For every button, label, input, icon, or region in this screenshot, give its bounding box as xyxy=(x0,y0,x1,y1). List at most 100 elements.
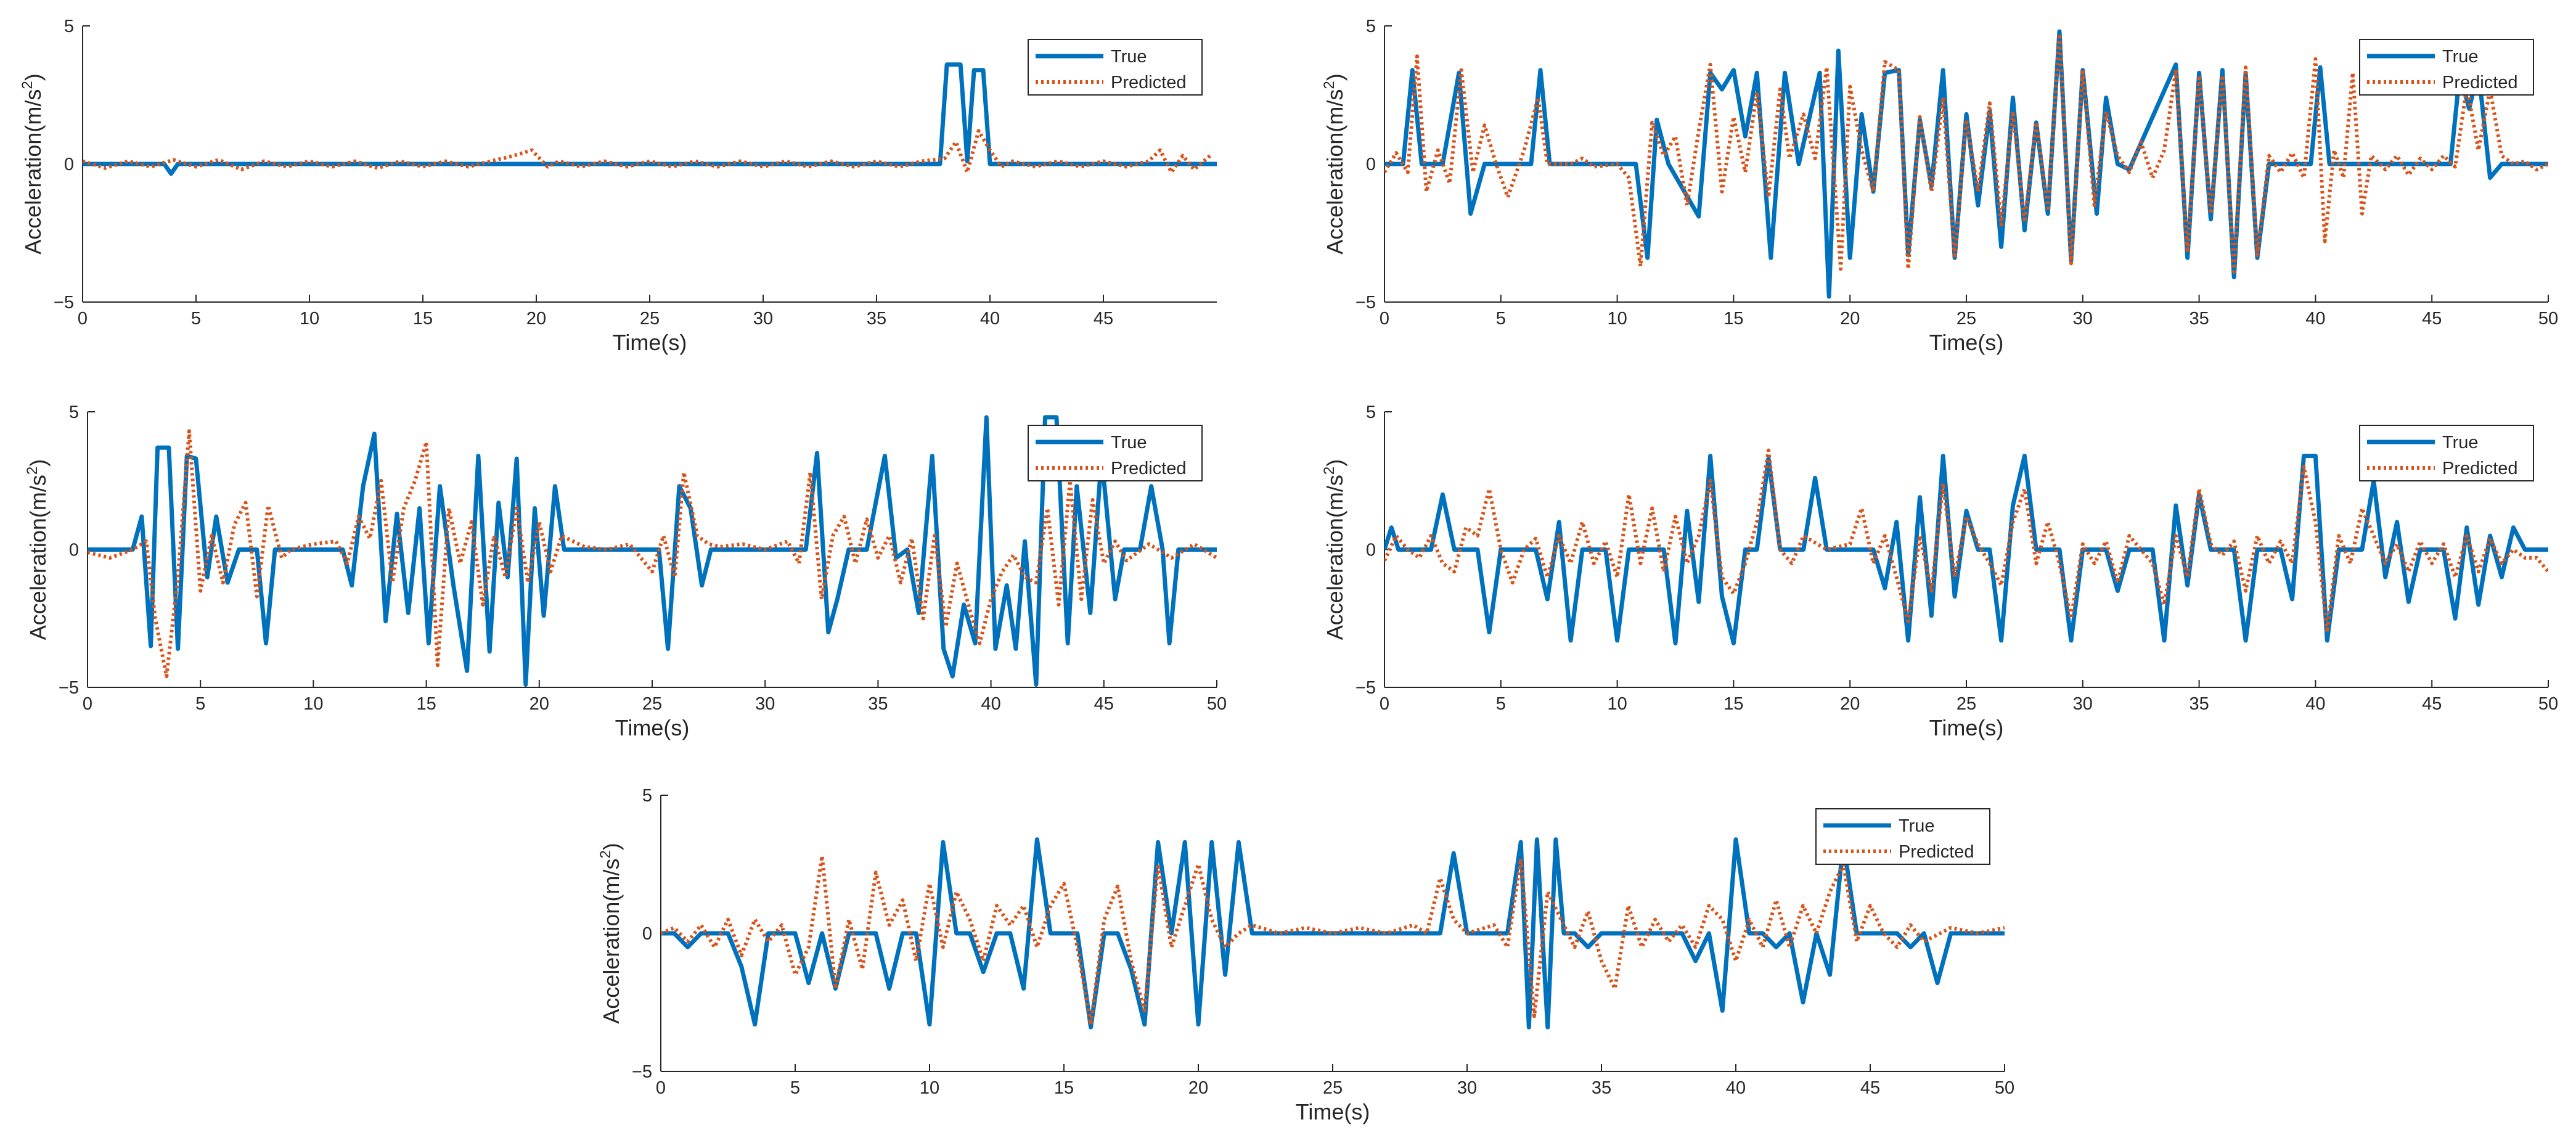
x-tick-label: 15 xyxy=(416,694,436,714)
y-tick-label: 0 xyxy=(69,541,79,560)
x-tick-label: 20 xyxy=(1840,309,1860,329)
x-tick-label: 15 xyxy=(1723,694,1743,714)
x-tick-label: 25 xyxy=(1323,1078,1343,1098)
legend-label: True xyxy=(1111,433,1147,452)
x-tick-label: 25 xyxy=(640,309,660,329)
series-line-predicted xyxy=(1384,448,2548,634)
x-tick-label: 45 xyxy=(2422,309,2442,329)
y-tick-label: −5 xyxy=(59,678,79,698)
legend: True Predicted xyxy=(1028,425,1203,481)
x-tick-label: 40 xyxy=(981,694,1000,714)
legend-box xyxy=(1028,39,1203,96)
x-tick-label: 5 xyxy=(1496,309,1506,329)
x-tick-label: 0 xyxy=(1380,694,1389,714)
series-line-true xyxy=(88,415,1217,687)
x-axis-title: Time(s) xyxy=(1296,1099,1370,1124)
x-tick-label: 40 xyxy=(2305,309,2325,329)
legend-label: Predicted xyxy=(2442,459,2518,478)
series-line-true xyxy=(661,837,2005,1029)
series-line-predicted xyxy=(88,429,1217,679)
x-tick-label: 50 xyxy=(1995,1078,2014,1098)
x-tick-label: 40 xyxy=(1726,1078,1746,1098)
x-tick-label: 40 xyxy=(980,309,1000,329)
x-tick-label: 35 xyxy=(2189,694,2209,714)
x-tick-label: 35 xyxy=(1592,1078,1611,1098)
x-tick-label: 0 xyxy=(78,309,88,329)
y-tick-label: −5 xyxy=(54,293,74,313)
x-tick-label: 45 xyxy=(1860,1078,1880,1098)
legend: True Predicted xyxy=(2359,39,2534,96)
y-tick-label: 0 xyxy=(64,155,74,174)
x-tick-label: 5 xyxy=(1496,694,1506,714)
x-tick-label: 20 xyxy=(530,694,549,714)
x-tick-label: 50 xyxy=(1207,694,1227,714)
chart-panel-3: 0 5 10 15 20 25 30 35 40 45 50−505Time(s)Accelerat… xyxy=(24,403,1227,740)
x-tick-label: 10 xyxy=(1607,694,1627,714)
x-tick-label: 35 xyxy=(868,694,888,714)
legend: True Predicted xyxy=(1028,39,1203,96)
x-tick-label: 5 xyxy=(191,309,201,329)
x-tick-label: 20 xyxy=(1188,1078,1208,1098)
legend-box xyxy=(1028,425,1203,481)
x-tick-label: 10 xyxy=(303,694,323,714)
x-axis-title: Time(s) xyxy=(613,330,687,355)
legend-label: True xyxy=(1899,816,1935,836)
y-axis-title: Acceleration(m/s2) xyxy=(597,843,624,1023)
x-tick-label: 40 xyxy=(2305,694,2325,714)
legend-label: Predicted xyxy=(2442,73,2518,92)
x-axis-title: Time(s) xyxy=(1929,715,2004,740)
x-tick-label: 30 xyxy=(755,694,775,714)
y-tick-label: −5 xyxy=(1355,293,1376,313)
x-tick-label: 20 xyxy=(1840,694,1860,714)
y-tick-label: 5 xyxy=(69,403,79,422)
y-tick-label: 5 xyxy=(1366,403,1376,422)
x-tick-label: 0 xyxy=(656,1078,666,1098)
chart-panel-5: 0 5 10 15 20 25 30 35 40 45 50−505Time(s)Accelerat… xyxy=(597,786,2014,1124)
x-tick-label: 15 xyxy=(1054,1078,1074,1098)
x-tick-label: 30 xyxy=(2073,694,2093,714)
x-tick-label: 0 xyxy=(1380,309,1389,329)
x-tick-label: 30 xyxy=(2073,309,2093,329)
x-tick-label: 30 xyxy=(1457,1078,1477,1098)
legend: True Predicted xyxy=(1815,808,1990,865)
legend-label: True xyxy=(2442,47,2479,67)
legend-label: True xyxy=(2442,433,2479,452)
legend-label: Predicted xyxy=(1899,842,1974,862)
x-tick-label: 5 xyxy=(790,1078,800,1098)
x-tick-label: 45 xyxy=(1094,309,1113,329)
y-tick-label: 5 xyxy=(642,786,652,806)
y-tick-label: −5 xyxy=(632,1062,652,1082)
legend-label: Predicted xyxy=(1111,73,1187,92)
legend-box xyxy=(2359,425,2534,481)
legend: True Predicted xyxy=(2359,425,2534,481)
chart-panel-2: 0 5 10 15 20 25 30 35 40 45 50−505Time(s)Accelerat… xyxy=(1321,17,2558,355)
legend-box xyxy=(1815,808,1990,865)
y-axis-title: Acceleration(m/s2) xyxy=(24,459,51,640)
x-tick-label: 15 xyxy=(413,309,433,329)
x-tick-label: 0 xyxy=(83,694,92,714)
chart-panel-4: 0 5 10 15 20 25 30 35 40 45 50−505Time(s)Accelerat… xyxy=(1321,403,2558,740)
y-tick-label: 0 xyxy=(1366,155,1376,174)
x-tick-label: 35 xyxy=(867,309,886,329)
series-line-predicted xyxy=(83,129,1211,174)
legend-label: True xyxy=(1111,47,1147,67)
x-tick-label: 10 xyxy=(300,309,319,329)
y-tick-label: 0 xyxy=(642,924,652,944)
chart-panel-1: 0 5 10 15 20 25 30 35 40 45−505Time(s)Acceleratio… xyxy=(19,17,1217,355)
x-tick-label: 25 xyxy=(642,694,662,714)
y-axis-title: Acceleration(m/s2) xyxy=(1321,459,1347,640)
x-tick-label: 30 xyxy=(753,309,773,329)
x-tick-label: 25 xyxy=(1957,309,1976,329)
x-axis-title: Time(s) xyxy=(615,715,690,740)
y-tick-label: 5 xyxy=(1366,17,1376,36)
x-tick-label: 20 xyxy=(526,309,546,329)
series-line-predicted xyxy=(1384,32,2548,274)
y-tick-label: 5 xyxy=(64,17,74,36)
legend-label: Predicted xyxy=(1111,459,1187,478)
x-axis-title: Time(s) xyxy=(1929,330,2004,355)
x-tick-label: 50 xyxy=(2538,694,2558,714)
y-axis-title: Acceleration(m/s2) xyxy=(19,73,46,254)
x-tick-label: 35 xyxy=(2189,309,2209,329)
y-axis-title: Acceleration(m/s2) xyxy=(1321,73,1347,254)
